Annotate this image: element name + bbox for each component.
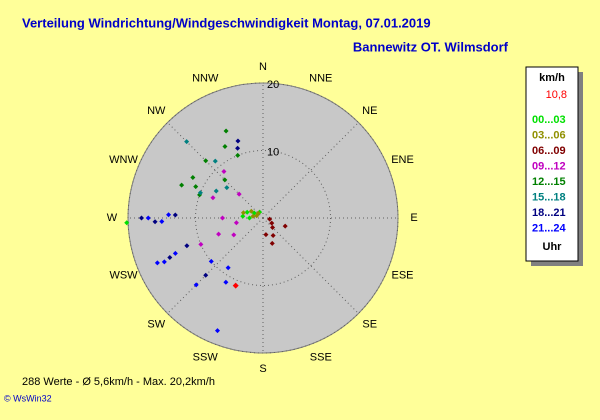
wind-point [270, 233, 276, 239]
wind-point [247, 215, 252, 221]
wind-point [236, 191, 242, 197]
wind-point [203, 272, 209, 278]
legend-entry: 18...21 [532, 207, 566, 219]
wind-point [198, 241, 204, 247]
wind-point [197, 190, 203, 196]
wind-point [203, 158, 209, 164]
wind-point [161, 259, 167, 265]
wind-point [244, 209, 250, 215]
direction-label: NNE [309, 72, 332, 84]
wind-point [179, 182, 185, 188]
r-tick-label: 20 [267, 79, 279, 91]
wind-point [152, 219, 158, 225]
wind-point [139, 215, 144, 221]
direction-label: SE [362, 319, 377, 331]
wind-point [231, 232, 237, 238]
direction-label: ESE [391, 270, 413, 282]
wind-point [154, 260, 160, 266]
wind-point [166, 212, 172, 218]
chart-title: Verteilung Windrichtung/Windgeschwindigk… [22, 15, 431, 30]
spoke [167, 217, 264, 314]
direction-label: S [259, 363, 266, 375]
wind-point [225, 265, 231, 271]
wind-point [145, 215, 151, 221]
wind-point [224, 185, 230, 191]
wind-point [235, 138, 241, 144]
wind-point [210, 195, 216, 201]
wind-point [267, 216, 273, 222]
wind-point [167, 255, 173, 261]
grid-ring [195, 150, 331, 286]
legend-entry: 03...06 [532, 129, 566, 141]
wind-point [235, 152, 241, 158]
wind-point [212, 158, 218, 164]
direction-label: NE [362, 105, 377, 117]
wind-point [184, 243, 190, 249]
wind-point [222, 143, 228, 149]
legend-entry: 00...03 [532, 114, 566, 126]
legend-entry: 15...18 [532, 191, 566, 203]
direction-label: W [107, 212, 118, 224]
wind-point [269, 220, 275, 226]
wind-point [172, 212, 178, 218]
direction-label: N [259, 61, 267, 73]
wind-point [240, 213, 246, 219]
wind-point [124, 220, 130, 226]
wind-point [240, 210, 246, 216]
wind-point [233, 220, 239, 226]
legend-entry: 09...12 [532, 160, 566, 172]
spoke [262, 122, 359, 219]
wind-point [213, 188, 219, 194]
direction-label: E [410, 212, 417, 224]
legend-entry: 12...15 [532, 176, 566, 188]
wind-point [223, 279, 229, 285]
direction-label: WNW [109, 154, 138, 166]
direction-label: ENE [391, 154, 414, 166]
wind-point [193, 282, 199, 288]
wind-point [269, 240, 275, 246]
direction-label: SSE [310, 351, 332, 363]
wind-point [184, 139, 190, 145]
wind-point [214, 328, 220, 334]
wind-point [270, 225, 276, 231]
current-point [232, 282, 239, 289]
legend-entry: 21...24 [532, 222, 567, 234]
legend-header: km/h [539, 72, 565, 84]
direction-label: NW [147, 105, 166, 117]
wind-point [159, 219, 165, 225]
chart-subtitle: Bannewitz OT. Wilmsdorf [353, 39, 509, 54]
direction-label: SW [147, 319, 165, 331]
wind-point [255, 210, 261, 216]
r-tick-label: 10 [267, 146, 279, 158]
legend-box [525, 66, 579, 262]
wind-point [263, 232, 269, 238]
wind-point [208, 258, 214, 264]
wind-point [221, 168, 227, 174]
wind-point [222, 177, 228, 183]
spoke [167, 122, 264, 219]
wind-point [172, 250, 178, 256]
current-value: 10,8 [546, 89, 567, 101]
wind-point [250, 213, 256, 219]
spoke [262, 217, 359, 314]
direction-label: NNW [192, 72, 219, 84]
wind-point [235, 145, 241, 151]
wind-point [193, 184, 199, 190]
wind-point [223, 128, 229, 134]
direction-label: WSW [109, 270, 138, 282]
copyright: © WsWin32 [4, 393, 52, 403]
wind-point [282, 223, 288, 229]
wind-point [190, 175, 196, 180]
legend-entry: 06...09 [532, 145, 566, 157]
legend-footer: Uhr [543, 241, 563, 253]
direction-label: SSW [193, 351, 219, 363]
wind-point [216, 231, 222, 237]
footer: 288 Werte - Ø 5,6km/h - Max. 20,2km/h [22, 376, 215, 388]
wind-point [248, 208, 254, 214]
wind-point [220, 215, 225, 221]
grid-ring [127, 82, 399, 354]
